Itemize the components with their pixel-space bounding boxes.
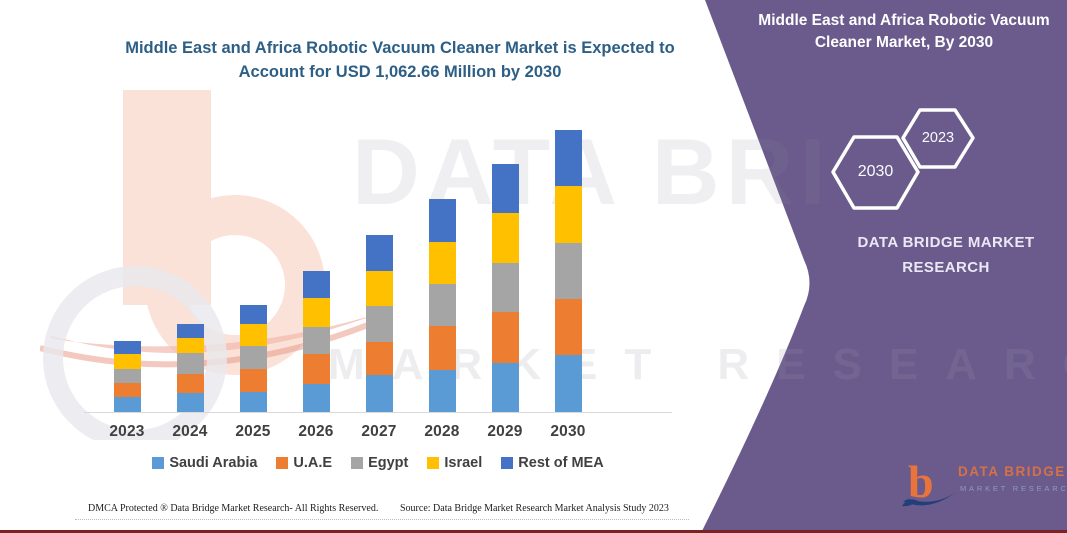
bar-segment-israel-2025 — [239, 324, 267, 347]
hexagon-2030-icon — [831, 135, 920, 210]
bar-segment-saudi-arabia-2030 — [554, 355, 582, 412]
bar-segment-rest-of-mea-2027 — [365, 235, 393, 271]
bar-segment-egypt-2029 — [491, 262, 519, 312]
x-axis-label-2024: 2024 — [172, 423, 208, 440]
bar-segment-egypt-2026 — [302, 327, 330, 355]
legend-item-rest-of-mea: Rest of MEA — [501, 455, 604, 471]
legend-label-u-a-e: U.A.E — [293, 455, 333, 471]
legend-swatch-saudi-arabia — [152, 457, 165, 469]
panel-title: Middle East and Africa Robotic Vacuum Cl… — [758, 12, 1050, 51]
legend-swatch-u-a-e — [276, 457, 289, 469]
bar-segment-israel-2027 — [365, 270, 393, 307]
svg-text:b: b — [908, 456, 934, 507]
bar-segment-israel-2024 — [176, 338, 204, 353]
bar-segment-egypt-2028 — [428, 283, 456, 327]
bar-segment-u-a-e-2029 — [491, 311, 519, 363]
bar-segment-rest-of-mea-2026 — [302, 270, 330, 298]
bar-segment-rest-of-mea-2025 — [239, 305, 267, 325]
bar-segment-u-a-e-2024 — [176, 373, 204, 393]
x-axis-label-2023: 2023 — [109, 423, 145, 440]
legend-label-egypt: Egypt — [368, 455, 409, 471]
x-axis-label-2025: 2025 — [235, 423, 271, 440]
bar-2028 — [428, 199, 456, 412]
bar-segment-rest-of-mea-2023 — [113, 340, 141, 355]
bar-2027 — [365, 235, 393, 412]
bar-2023 — [113, 340, 141, 412]
bar-segment-u-a-e-2028 — [428, 326, 456, 371]
logo-b-icon: b — [902, 456, 956, 507]
bar-segment-israel-2023 — [113, 354, 141, 370]
footer-divider — [75, 519, 689, 520]
bar-segment-egypt-2024 — [176, 352, 204, 374]
x-axis-label-2026: 2026 — [298, 423, 334, 440]
bar-segment-israel-2026 — [302, 297, 330, 328]
bar-segment-egypt-2027 — [365, 306, 393, 342]
logo-tagline: MARKET RESEARCH — [960, 484, 1067, 493]
bottom-accent-line — [0, 530, 1067, 533]
legend-swatch-rest-of-mea — [501, 457, 514, 469]
bar-segment-israel-2029 — [491, 213, 519, 263]
hexagon-2023-label: 2023 — [921, 130, 955, 146]
bar-2026 — [302, 270, 330, 412]
legend-item-u-a-e: U.A.E — [276, 455, 332, 471]
company-logo: b DATA BRIDGE MARKET RESEARCH — [900, 455, 1067, 510]
x-axis-labels: 2023 2024 2025 2026 2027 2028 2029 2030 — [90, 423, 666, 445]
legend-item-egypt: Egypt — [351, 455, 408, 471]
legend-label-israel: Israel — [444, 455, 483, 471]
bar-segment-rest-of-mea-2024 — [176, 324, 204, 339]
chart-title: Middle East and Africa Robotic Vacuum Cl… — [125, 39, 675, 81]
legend-item-israel: Israel — [427, 455, 482, 471]
hexagon-2023-icon — [901, 108, 975, 169]
chart-legend: Saudi Arabia U.A.E Egypt Israel Rest of MEA — [86, 455, 670, 471]
legend-item-saudi-arabia: Saudi Arabia — [152, 455, 257, 471]
bar-2029 — [491, 164, 519, 412]
plot-area — [84, 120, 672, 413]
x-axis-label-2029: 2029 — [487, 423, 523, 440]
legend-label-saudi-arabia: Saudi Arabia — [169, 455, 258, 471]
bar-segment-saudi-arabia-2023 — [113, 396, 141, 412]
bar-segment-rest-of-mea-2028 — [428, 199, 456, 242]
logo-wordmark: DATA BRIDGE — [958, 464, 1066, 479]
bar-segment-israel-2030 — [554, 186, 582, 243]
legend-swatch-israel — [427, 457, 440, 469]
bar-segment-u-a-e-2030 — [554, 298, 582, 355]
bar-segment-saudi-arabia-2028 — [428, 370, 456, 412]
bar-segment-egypt-2030 — [554, 242, 582, 299]
bar-segment-saudi-arabia-2024 — [176, 392, 204, 412]
footer-dmca-text: DMCA Protected ® Data Bridge Market Rese… — [88, 503, 379, 514]
bar-segment-saudi-arabia-2029 — [491, 362, 519, 412]
footer-source-text: Source: Data Bridge Market Research Mark… — [400, 503, 669, 514]
brand-name-text: DATA BRIDGE MARKET RESEARCH — [857, 234, 1035, 276]
bar-2024 — [176, 324, 204, 412]
bar-segment-u-a-e-2026 — [302, 354, 330, 385]
bar-segment-saudi-arabia-2027 — [365, 375, 393, 412]
bar-segment-rest-of-mea-2030 — [554, 130, 582, 187]
legend-label-rest-of-mea: Rest of MEA — [518, 455, 604, 471]
x-axis-label-2028: 2028 — [424, 423, 460, 440]
hexagon-2030-label: 2030 — [857, 163, 894, 180]
bar-segment-u-a-e-2023 — [113, 382, 141, 397]
bar-2025 — [239, 305, 267, 412]
bar-segment-egypt-2023 — [113, 369, 141, 383]
bar-segment-u-a-e-2027 — [365, 341, 393, 376]
x-axis-label-2027: 2027 — [361, 423, 397, 440]
bar-segment-israel-2028 — [428, 241, 456, 284]
bar-segment-egypt-2025 — [239, 346, 267, 370]
bar-2030 — [554, 130, 582, 412]
x-axis-label-2030: 2030 — [550, 423, 586, 440]
x-axis-line — [84, 412, 672, 413]
bar-segment-u-a-e-2025 — [239, 369, 267, 392]
bar-segment-saudi-arabia-2025 — [239, 391, 267, 412]
legend-swatch-egypt — [351, 457, 364, 469]
bar-segment-saudi-arabia-2026 — [302, 384, 330, 412]
bar-segment-rest-of-mea-2029 — [491, 164, 519, 214]
